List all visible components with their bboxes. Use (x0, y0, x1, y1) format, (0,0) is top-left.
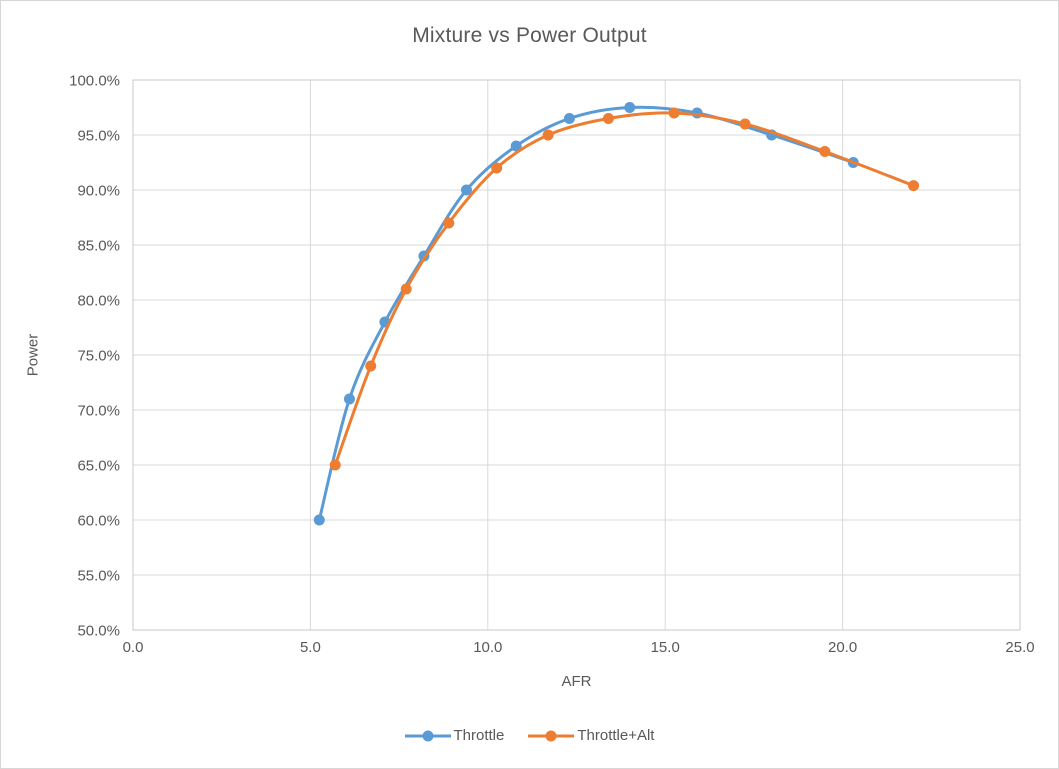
data-point-throttle (563, 113, 575, 124)
series-line-throttle-alt (333, 111, 916, 467)
y-tick-label: 50.0% (77, 622, 120, 639)
y-tick-label: 80.0% (77, 292, 120, 309)
x-tick-label: 20.0 (828, 639, 857, 656)
data-point-throttle (461, 184, 473, 196)
legend-label: Throttle (453, 727, 505, 744)
data-point-throttle-alt (819, 146, 831, 157)
data-point-throttle (343, 393, 355, 405)
y-tick-label: 90.0% (77, 182, 120, 199)
y-axis-title: Power (24, 333, 42, 377)
x-tick-label: 5.0 (300, 639, 321, 656)
data-point-throttle (624, 102, 636, 113)
legend-label: Throttle+Alt (577, 727, 655, 744)
x-axis-title: AFR (561, 673, 592, 690)
data-point-throttle-alt (491, 162, 503, 174)
legend-item-throttle-alt: Throttle+Alt (528, 727, 654, 744)
chart-title: Mixture vs Power Output (412, 24, 647, 47)
data-point-throttle (313, 514, 325, 526)
y-tick-label: 70.0% (77, 402, 120, 419)
y-tick-label: 60.0% (77, 512, 120, 529)
data-point-throttle-alt (329, 459, 341, 471)
data-point-throttle-alt (400, 283, 412, 295)
legend: Throttle Throttle+Alt (1, 727, 1058, 744)
data-point-throttle-alt (908, 180, 920, 192)
data-point-throttle (510, 140, 522, 152)
x-tick-label: 15.0 (651, 639, 680, 656)
x-tick-label: 0.0 (123, 639, 144, 656)
legend-marker-icon (528, 730, 575, 741)
y-tick-label: 95.0% (77, 127, 120, 144)
y-tick-label: 65.0% (77, 457, 120, 474)
y-tick-label: 75.0% (77, 347, 120, 364)
y-tick-label: 100.0% (69, 72, 120, 89)
data-point-throttle-alt (542, 129, 554, 141)
legend-marker-icon (404, 730, 451, 741)
x-tick-label: 10.0 (473, 639, 502, 656)
y-tick-label: 85.0% (77, 237, 120, 254)
data-point-throttle-alt (739, 118, 751, 130)
y-tick-label: 55.0% (77, 567, 120, 584)
data-point-throttle-alt (443, 217, 455, 229)
data-point-throttle-alt (668, 107, 680, 119)
legend-item-throttle: Throttle (404, 727, 505, 744)
data-point-throttle-alt (365, 360, 377, 372)
data-point-throttle-alt (602, 113, 614, 124)
x-tick-label: 25.0 (1005, 639, 1034, 656)
series-line-throttle (317, 105, 855, 522)
plot-border (132, 79, 1021, 631)
